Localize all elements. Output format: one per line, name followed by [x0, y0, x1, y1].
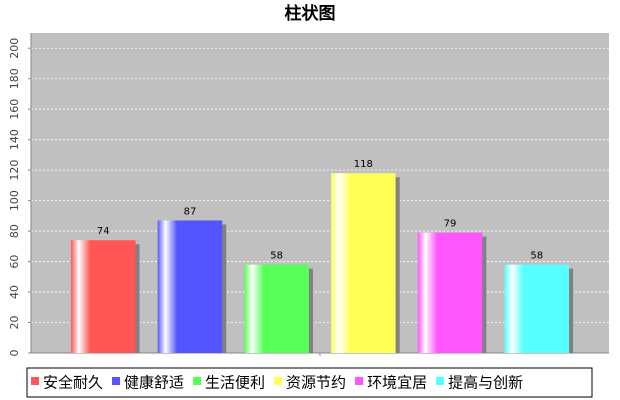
bar	[331, 173, 396, 353]
legend-swatch	[112, 377, 121, 385]
legend-label: 提高与创新	[448, 374, 523, 392]
legend-swatch	[31, 377, 39, 385]
legend-swatch	[355, 377, 364, 385]
bar	[157, 220, 223, 353]
bar	[417, 232, 483, 353]
y-tick-label: 100	[8, 190, 21, 211]
y-tick-label: 80	[8, 224, 21, 238]
legend-label: 生活便利	[205, 374, 265, 392]
y-tick-label: 140	[8, 129, 21, 150]
y-tick-label: 20	[8, 316, 21, 330]
y-tick-label: 120	[8, 160, 21, 181]
value-label: 79	[444, 219, 457, 230]
value-label: 118	[354, 159, 373, 170]
y-tick-label: 180	[8, 68, 21, 89]
bar	[70, 240, 136, 353]
legend-label: 资源节约	[286, 374, 346, 392]
value-label: 87	[184, 206, 197, 217]
bar	[504, 264, 570, 353]
y-tick-label: 200	[8, 38, 21, 59]
bar	[244, 264, 309, 353]
legend-swatch	[436, 377, 445, 385]
legend-box	[26, 367, 593, 398]
y-tick-label: 40	[8, 285, 21, 299]
value-label: 58	[270, 251, 283, 262]
chart-title: 柱状图	[285, 3, 336, 24]
y-tick-label: 60	[8, 255, 21, 269]
legend-label: 健康舒适	[124, 374, 184, 392]
value-label: 58	[530, 251, 543, 262]
legend-label: 环境宜居	[367, 374, 427, 392]
legend-label: 安全耐久	[43, 374, 103, 392]
y-tick-label: 0	[8, 350, 21, 357]
y-tick-label: 160	[8, 99, 21, 120]
legend-swatch	[274, 377, 283, 385]
legend-swatch	[193, 377, 202, 385]
value-label: 74	[97, 226, 110, 237]
